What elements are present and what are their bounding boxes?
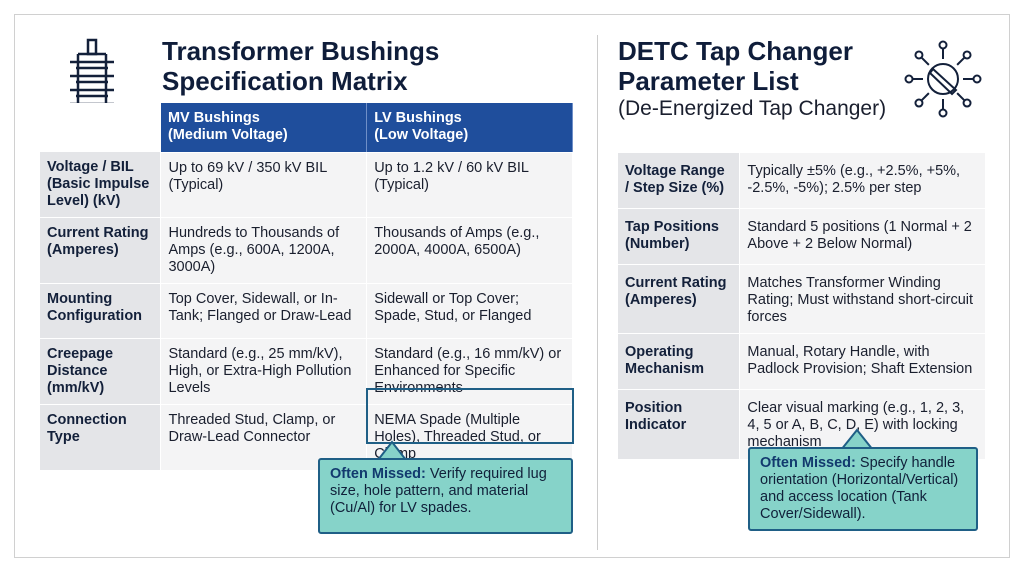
title-line: Specification Matrix <box>162 66 408 96</box>
cell-value: Standard 5 positions (1 Normal + 2 Above… <box>739 208 986 265</box>
header-mv: MV Bushings (Medium Voltage) <box>160 103 368 153</box>
table-row: Mounting Configuration Top Cover, Sidewal… <box>40 283 573 339</box>
cell-lv: Standard (e.g., 16 mm/kV) or Enhanced fo… <box>366 338 573 405</box>
table-row: Tap Positions (Number) Standard 5 positio… <box>618 208 986 265</box>
cell-mv: Threaded Stud, Clamp, or Draw-Lead Conne… <box>160 404 368 471</box>
title-line: Parameter List <box>618 66 799 96</box>
title-line: Transformer Bushings <box>162 36 440 66</box>
row-label: Operating Mechanism <box>618 333 741 390</box>
right-callout: Often Missed: Specify handle orientation… <box>748 447 978 531</box>
header-lv: LV Bushings (Low Voltage) <box>366 103 573 153</box>
cell-value: Typically ±5% (e.g., +2.5%, +5%, -2.5%, … <box>739 153 986 209</box>
divider <box>597 35 598 550</box>
row-label: Current Rating (Amperes) <box>40 217 162 284</box>
outer-frame <box>14 14 1010 558</box>
title-line: DETC Tap Changer <box>618 36 853 66</box>
right-title: DETC Tap Changer Parameter List (De-Ener… <box>618 36 886 122</box>
row-label: Voltage / BIL (Basic Impulse Level) (kV) <box>40 152 162 218</box>
cell-lv: Sidewall or Top Cover; Spade, Stud, or F… <box>366 283 573 339</box>
cell-value: Matches Transformer Winding Rating; Must… <box>739 264 986 334</box>
tap-changer-table: Voltage Range / Step Size (%) Typically ±… <box>618 153 986 460</box>
left-callout: Often Missed: Verify required lug size, … <box>318 458 573 534</box>
cell-lv: Thousands of Amps (e.g., 2000A, 4000A, 6… <box>366 217 573 284</box>
cell-mv: Up to 69 kV / 350 kV BIL (Typical) <box>160 152 368 218</box>
tap-changer-dial-icon <box>904 40 982 118</box>
row-label: Voltage Range / Step Size (%) <box>618 153 741 209</box>
table-row: Operating Mechanism Manual, Rotary Handle… <box>618 333 986 390</box>
table-row: Creepage Distance (mm/kV) Standard (e.g.,… <box>40 338 573 405</box>
cell-mv: Standard (e.g., 25 mm/kV), High, or Extr… <box>160 338 368 405</box>
table-row: Current Rating (Amperes) Hundreds to Thou… <box>40 217 573 284</box>
cell-mv: Top Cover, Sidewall, or In-Tank; Flanged… <box>160 283 368 339</box>
left-title: Transformer Bushings Specification Matri… <box>162 36 439 96</box>
row-label: Position Indicator <box>618 389 741 460</box>
row-label: Creepage Distance (mm/kV) <box>40 338 162 405</box>
highlight-box <box>366 388 574 444</box>
row-label: Current Rating (Amperes) <box>618 264 741 334</box>
cell-value: Manual, Rotary Handle, with Padlock Prov… <box>739 333 986 390</box>
cell-lv: Up to 1.2 kV / 60 kV BIL (Typical) <box>366 152 573 218</box>
table-row: Current Rating (Amperes) Matches Transfor… <box>618 264 986 334</box>
table-row: Connection Type Threaded Stud, Clamp, or … <box>40 404 573 471</box>
subtitle: (De-Energized Tap Changer) <box>618 97 887 120</box>
row-label: Mounting Configuration <box>40 283 162 339</box>
table-row: Voltage / BIL (Basic Impulse Level) (kV)… <box>40 152 573 218</box>
cell-mv: Hundreds to Thousands of Amps (e.g., 600… <box>160 217 368 284</box>
row-label: Tap Positions (Number) <box>618 208 741 265</box>
row-label: Connection Type <box>40 404 162 471</box>
table-row: Voltage Range / Step Size (%) Typically ±… <box>618 153 986 209</box>
bushings-table: MV Bushings (Medium Voltage) LV Bushings(… <box>40 103 573 471</box>
